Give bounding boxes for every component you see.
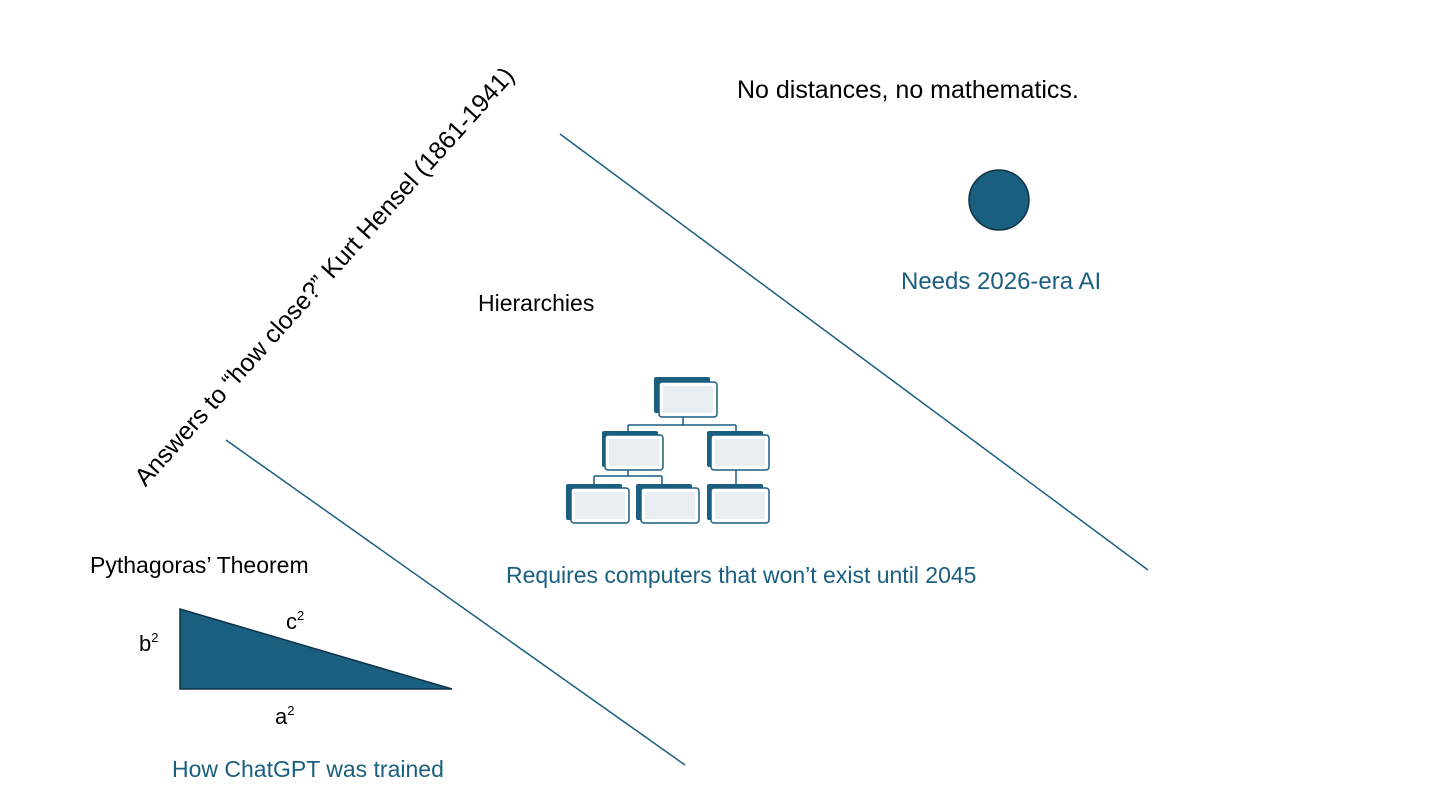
divider-line-lower [225, 439, 686, 766]
chatgpt-caption: How ChatGPT was trained [172, 756, 444, 782]
side-label-c: c2 [286, 608, 305, 634]
side-c-exponent: 2 [297, 608, 305, 623]
side-a-exponent: 2 [287, 703, 295, 718]
side-label-a: a2 [275, 703, 295, 729]
right-triangle-icon [179, 607, 453, 690]
no-distances-title: No distances, no mathematics. [737, 76, 1079, 104]
divider-line-upper [559, 133, 1149, 571]
org-chart-icon [566, 377, 770, 524]
dot-icon [968, 169, 1030, 231]
requires-computers-caption: Requires computers that won’t exist unti… [506, 562, 977, 588]
pythagoras-title: Pythagoras’ Theorem [90, 552, 309, 578]
side-a-letter: a [275, 704, 288, 729]
side-c-letter: c [286, 609, 297, 634]
side-b-exponent: 2 [151, 630, 159, 645]
side-label-b: b2 [139, 630, 159, 656]
needs-ai-caption: Needs 2026-era AI [901, 268, 1102, 295]
hierarchies-title: Hierarchies [478, 290, 595, 316]
side-b-letter: b [139, 631, 152, 656]
